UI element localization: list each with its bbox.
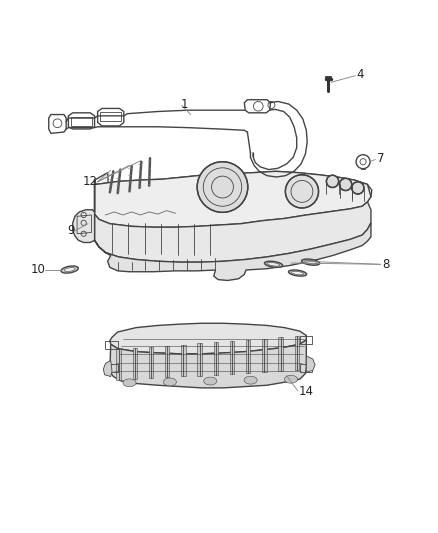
Bar — [300, 336, 312, 344]
Polygon shape — [117, 350, 121, 380]
Ellipse shape — [61, 266, 78, 273]
Polygon shape — [230, 341, 234, 374]
Text: 4: 4 — [357, 68, 364, 81]
Polygon shape — [278, 337, 283, 371]
Polygon shape — [133, 348, 137, 379]
Text: 9: 9 — [67, 224, 74, 237]
Ellipse shape — [285, 375, 297, 383]
Polygon shape — [103, 360, 112, 376]
Text: 10: 10 — [30, 263, 45, 277]
Text: 1: 1 — [180, 98, 188, 110]
Bar — [106, 341, 118, 349]
Polygon shape — [95, 202, 371, 262]
Polygon shape — [95, 171, 372, 206]
Circle shape — [339, 179, 352, 190]
Ellipse shape — [123, 379, 136, 387]
Polygon shape — [306, 356, 315, 372]
Polygon shape — [95, 171, 371, 227]
Polygon shape — [165, 346, 170, 377]
Polygon shape — [262, 338, 266, 372]
Ellipse shape — [204, 377, 217, 385]
Polygon shape — [110, 340, 306, 388]
Circle shape — [326, 175, 339, 188]
Polygon shape — [214, 342, 218, 375]
Circle shape — [286, 175, 318, 208]
Ellipse shape — [244, 376, 257, 384]
Ellipse shape — [265, 261, 283, 268]
Ellipse shape — [292, 271, 304, 275]
Polygon shape — [110, 323, 306, 354]
Ellipse shape — [289, 270, 307, 276]
Polygon shape — [73, 180, 95, 243]
Text: 12: 12 — [83, 175, 98, 188]
Polygon shape — [198, 343, 202, 376]
Text: 7: 7 — [377, 152, 385, 165]
Text: 8: 8 — [383, 258, 390, 271]
Bar — [300, 364, 312, 372]
Polygon shape — [181, 345, 186, 376]
Circle shape — [197, 161, 248, 212]
Polygon shape — [95, 223, 371, 280]
Ellipse shape — [163, 378, 177, 386]
Ellipse shape — [302, 259, 320, 265]
Polygon shape — [246, 340, 250, 373]
Ellipse shape — [305, 261, 317, 264]
Circle shape — [352, 182, 364, 194]
Polygon shape — [294, 336, 299, 370]
Polygon shape — [149, 347, 153, 378]
Ellipse shape — [64, 268, 75, 271]
Bar — [106, 364, 118, 372]
Ellipse shape — [268, 263, 279, 266]
Text: 14: 14 — [298, 385, 314, 398]
